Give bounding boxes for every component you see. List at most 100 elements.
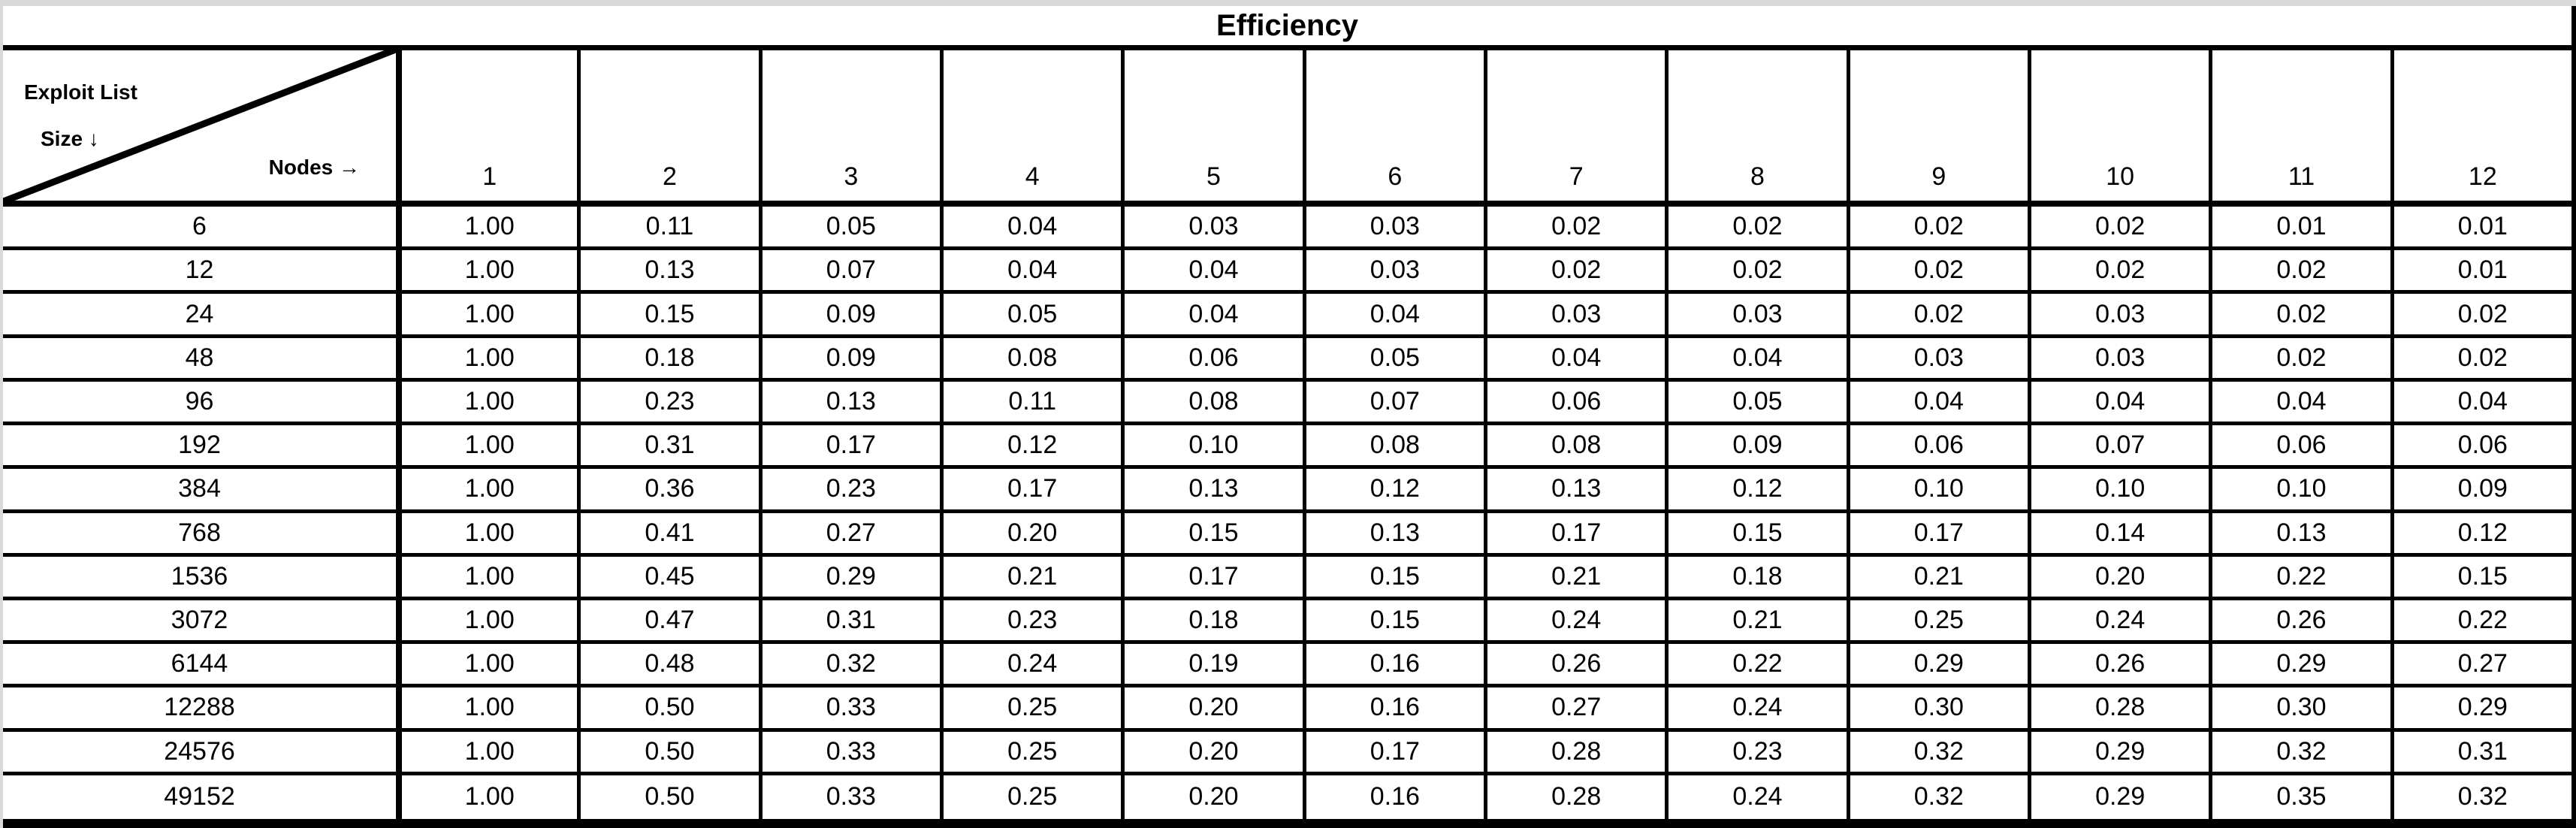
- value-cell[interactable]: 1.00: [396, 381, 577, 422]
- value-cell[interactable]: 0.03: [1121, 207, 1302, 247]
- value-cell[interactable]: 0.21: [1846, 556, 2028, 597]
- value-cell[interactable]: 0.24: [2027, 600, 2209, 641]
- column-header-2[interactable]: 2: [577, 50, 758, 201]
- value-cell[interactable]: 0.21: [1483, 556, 1665, 597]
- value-cell[interactable]: 0.07: [758, 250, 940, 291]
- value-cell[interactable]: 0.02: [1846, 294, 2028, 334]
- column-header-12[interactable]: 12: [2390, 50, 2571, 201]
- value-cell[interactable]: 1.00: [396, 644, 577, 684]
- value-cell[interactable]: 1.00: [396, 556, 577, 597]
- value-cell[interactable]: 0.10: [2209, 469, 2390, 509]
- value-cell[interactable]: 0.10: [2027, 469, 2209, 509]
- value-cell[interactable]: 0.18: [1121, 600, 1302, 641]
- value-cell[interactable]: 0.21: [939, 556, 1121, 597]
- value-cell[interactable]: 0.26: [1483, 644, 1665, 684]
- row-label-cell[interactable]: 768: [178, 518, 221, 547]
- value-cell[interactable]: 0.33: [758, 731, 940, 772]
- value-cell[interactable]: 0.50: [577, 687, 758, 728]
- row-label-cell[interactable]: 24576: [164, 736, 235, 766]
- value-cell[interactable]: 0.24: [939, 644, 1121, 684]
- value-cell[interactable]: 0.15: [1302, 556, 1484, 597]
- value-cell[interactable]: 0.08: [1302, 425, 1484, 466]
- value-cell[interactable]: 0.08: [939, 337, 1121, 378]
- value-cell[interactable]: 0.02: [2390, 294, 2571, 334]
- value-cell[interactable]: 0.02: [2209, 294, 2390, 334]
- value-cell[interactable]: 0.04: [2027, 381, 2209, 422]
- value-cell[interactable]: 1.00: [396, 775, 577, 819]
- value-cell[interactable]: 0.25: [939, 731, 1121, 772]
- value-cell[interactable]: 0.19: [1121, 644, 1302, 684]
- value-cell[interactable]: 0.12: [1665, 469, 1846, 509]
- value-cell[interactable]: 0.33: [758, 687, 940, 728]
- value-cell[interactable]: 0.17: [1846, 512, 2028, 553]
- value-cell[interactable]: 0.32: [2209, 731, 2390, 772]
- row-label-cell[interactable]: 96: [185, 386, 214, 416]
- value-cell[interactable]: 0.30: [2209, 687, 2390, 728]
- value-cell[interactable]: 0.16: [1302, 687, 1484, 728]
- value-cell[interactable]: 0.04: [939, 250, 1121, 291]
- value-cell[interactable]: 0.13: [1121, 469, 1302, 509]
- column-header-11[interactable]: 11: [2209, 50, 2390, 201]
- value-cell[interactable]: 1.00: [396, 250, 577, 291]
- value-cell[interactable]: 0.13: [1483, 469, 1665, 509]
- value-cell[interactable]: 0.02: [1665, 207, 1846, 247]
- value-cell[interactable]: 1.00: [396, 731, 577, 772]
- value-cell[interactable]: 0.03: [1483, 294, 1665, 334]
- value-cell[interactable]: 0.02: [1483, 250, 1665, 291]
- value-cell[interactable]: 0.21: [1665, 600, 1846, 641]
- value-cell[interactable]: 0.04: [2209, 381, 2390, 422]
- value-cell[interactable]: 0.31: [758, 600, 940, 641]
- value-cell[interactable]: 0.16: [1302, 775, 1484, 819]
- value-cell[interactable]: 1.00: [396, 337, 577, 378]
- value-cell[interactable]: 0.17: [1483, 512, 1665, 553]
- value-cell[interactable]: 0.29: [758, 556, 940, 597]
- value-cell[interactable]: 0.25: [939, 687, 1121, 728]
- value-cell[interactable]: 0.23: [758, 469, 940, 509]
- value-cell[interactable]: 0.35: [2209, 775, 2390, 819]
- value-cell[interactable]: 0.29: [2390, 687, 2571, 728]
- value-cell[interactable]: 0.05: [939, 294, 1121, 334]
- value-cell[interactable]: 1.00: [396, 512, 577, 553]
- value-cell[interactable]: 0.02: [1665, 250, 1846, 291]
- value-cell[interactable]: 0.47: [577, 600, 758, 641]
- value-cell[interactable]: 0.32: [758, 644, 940, 684]
- value-cell[interactable]: 0.29: [1846, 644, 2028, 684]
- value-cell[interactable]: 0.31: [577, 425, 758, 466]
- value-cell[interactable]: 0.07: [2027, 425, 2209, 466]
- value-cell[interactable]: 0.08: [1121, 381, 1302, 422]
- value-cell[interactable]: 0.41: [577, 512, 758, 553]
- row-label-cell[interactable]: 192: [178, 431, 221, 460]
- value-cell[interactable]: 0.12: [2390, 512, 2571, 553]
- value-cell[interactable]: 0.03: [2027, 337, 2209, 378]
- value-cell[interactable]: 0.02: [2027, 207, 2209, 247]
- value-cell[interactable]: 0.31: [2390, 731, 2571, 772]
- value-cell[interactable]: 0.50: [577, 775, 758, 819]
- column-header-6[interactable]: 6: [1302, 50, 1484, 201]
- row-label-cell[interactable]: 6144: [171, 649, 228, 678]
- value-cell[interactable]: 0.20: [939, 512, 1121, 553]
- value-cell[interactable]: 0.01: [2390, 207, 2571, 247]
- value-cell[interactable]: 0.03: [1302, 207, 1484, 247]
- value-cell[interactable]: 0.10: [1121, 425, 1302, 466]
- value-cell[interactable]: 0.17: [1302, 731, 1484, 772]
- row-label-cell[interactable]: 24: [185, 299, 214, 328]
- value-cell[interactable]: 0.23: [577, 381, 758, 422]
- value-cell[interactable]: 0.04: [2390, 381, 2571, 422]
- value-cell[interactable]: 0.15: [1665, 512, 1846, 553]
- row-label-cell[interactable]: 12288: [164, 693, 235, 722]
- value-cell[interactable]: 0.28: [1483, 775, 1665, 819]
- value-cell[interactable]: 0.09: [758, 294, 940, 334]
- corner-header-cell[interactable]: Exploit List Size ↓ Nodes →: [3, 50, 396, 201]
- value-cell[interactable]: 0.09: [2390, 469, 2571, 509]
- value-cell[interactable]: 0.11: [577, 207, 758, 247]
- value-cell[interactable]: 0.15: [1121, 512, 1302, 553]
- value-cell[interactable]: 0.17: [939, 469, 1121, 509]
- value-cell[interactable]: 0.17: [758, 425, 940, 466]
- value-cell[interactable]: 0.15: [577, 294, 758, 334]
- value-cell[interactable]: 0.50: [577, 731, 758, 772]
- value-cell[interactable]: 0.22: [2390, 600, 2571, 641]
- value-cell[interactable]: 0.07: [1302, 381, 1484, 422]
- value-cell[interactable]: 0.24: [1665, 775, 1846, 819]
- value-cell[interactable]: 0.02: [2209, 250, 2390, 291]
- value-cell[interactable]: 0.05: [1665, 381, 1846, 422]
